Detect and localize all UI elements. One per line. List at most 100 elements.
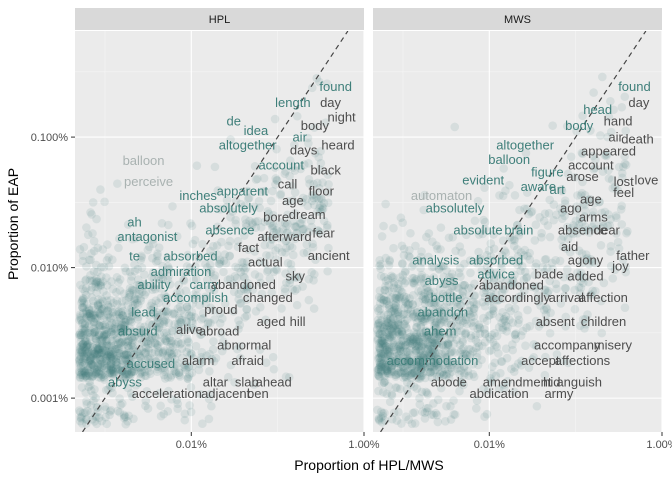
point bbox=[190, 267, 200, 276]
point bbox=[424, 350, 434, 360]
point bbox=[100, 330, 109, 339]
word-label: alarm bbox=[182, 353, 215, 368]
point bbox=[421, 326, 431, 335]
point bbox=[122, 364, 132, 373]
point bbox=[377, 315, 386, 325]
point bbox=[80, 287, 90, 296]
point bbox=[469, 297, 478, 307]
point bbox=[79, 349, 88, 359]
point bbox=[374, 348, 384, 358]
point bbox=[90, 365, 99, 374]
point bbox=[198, 419, 207, 429]
point bbox=[243, 257, 252, 267]
point bbox=[303, 133, 313, 143]
point bbox=[407, 368, 417, 378]
point bbox=[97, 363, 107, 372]
point bbox=[376, 413, 386, 423]
point bbox=[575, 271, 585, 280]
point bbox=[287, 243, 297, 252]
point bbox=[136, 294, 145, 303]
point bbox=[206, 268, 215, 278]
point bbox=[374, 364, 383, 374]
point bbox=[396, 332, 406, 342]
point bbox=[185, 351, 195, 360]
point bbox=[460, 330, 470, 339]
point bbox=[82, 306, 91, 316]
point bbox=[98, 372, 107, 382]
point bbox=[78, 303, 88, 313]
point bbox=[112, 360, 121, 370]
point bbox=[111, 354, 121, 364]
x-tick-label: 1.00% bbox=[646, 439, 672, 451]
point bbox=[107, 351, 116, 361]
point bbox=[90, 314, 100, 323]
point bbox=[583, 310, 592, 319]
point bbox=[90, 412, 100, 421]
point bbox=[164, 264, 174, 273]
point bbox=[124, 370, 133, 379]
point bbox=[388, 356, 398, 366]
point bbox=[581, 250, 591, 259]
point bbox=[77, 340, 87, 349]
point bbox=[96, 306, 106, 316]
point bbox=[100, 375, 109, 384]
point bbox=[381, 199, 390, 209]
point bbox=[591, 224, 600, 234]
point bbox=[115, 313, 125, 323]
point bbox=[610, 182, 620, 192]
point bbox=[318, 204, 328, 214]
point bbox=[155, 330, 164, 339]
point bbox=[148, 305, 157, 314]
point bbox=[127, 333, 136, 343]
point bbox=[397, 327, 407, 337]
point bbox=[375, 345, 385, 354]
point bbox=[430, 293, 439, 302]
point bbox=[257, 289, 267, 299]
point bbox=[537, 233, 546, 242]
point bbox=[108, 365, 117, 375]
point bbox=[125, 369, 134, 379]
point bbox=[85, 377, 95, 386]
point bbox=[606, 96, 615, 106]
point bbox=[153, 310, 162, 320]
point bbox=[427, 262, 437, 272]
point bbox=[75, 368, 85, 377]
point bbox=[75, 373, 85, 383]
point bbox=[451, 312, 460, 322]
point bbox=[456, 272, 465, 281]
point bbox=[586, 289, 596, 299]
point bbox=[160, 367, 170, 376]
point bbox=[206, 246, 215, 256]
point bbox=[141, 343, 151, 352]
point bbox=[80, 325, 90, 335]
point bbox=[378, 330, 387, 339]
point bbox=[290, 234, 300, 244]
point bbox=[405, 245, 414, 255]
point bbox=[97, 348, 106, 358]
point bbox=[168, 201, 177, 211]
word-label: joy bbox=[611, 258, 629, 273]
point bbox=[243, 284, 252, 294]
word-label: night bbox=[327, 109, 356, 124]
point bbox=[263, 265, 273, 275]
point bbox=[223, 275, 233, 285]
point bbox=[421, 327, 430, 337]
point bbox=[315, 77, 324, 87]
point bbox=[85, 309, 94, 318]
point bbox=[307, 196, 317, 206]
point bbox=[304, 295, 314, 305]
point bbox=[510, 304, 520, 313]
point bbox=[171, 367, 180, 377]
point bbox=[103, 306, 113, 315]
point bbox=[156, 270, 166, 280]
point bbox=[299, 248, 309, 258]
point bbox=[77, 383, 87, 392]
point bbox=[272, 144, 281, 154]
point bbox=[118, 359, 127, 369]
point bbox=[209, 306, 218, 315]
point bbox=[127, 304, 136, 313]
point bbox=[545, 195, 555, 205]
point bbox=[93, 243, 103, 253]
point bbox=[87, 210, 96, 219]
point bbox=[146, 301, 155, 311]
